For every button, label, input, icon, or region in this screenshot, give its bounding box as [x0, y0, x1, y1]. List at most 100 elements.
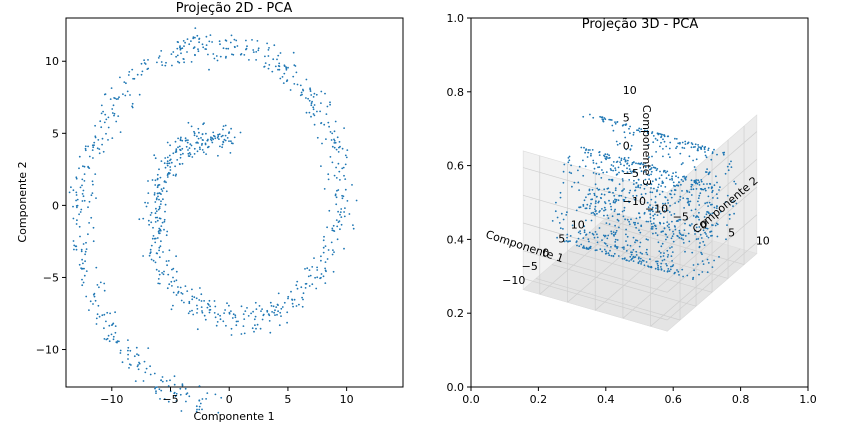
scatter-point-2d — [109, 98, 112, 100]
scatter-point-3d — [646, 248, 648, 251]
scatter-point-3d — [668, 228, 671, 231]
scatter-point-3d — [684, 178, 687, 181]
scatter-point-3d — [694, 169, 697, 171]
scatter-point-2d — [341, 194, 343, 197]
scatter-point-2d — [337, 189, 340, 191]
scatter-point-3d — [713, 206, 716, 209]
scatter-point-3d — [696, 182, 699, 185]
scatter-point-3d — [694, 146, 696, 148]
scatter-point-2d — [267, 67, 270, 70]
scatter-point-3d — [645, 238, 648, 241]
scatter-point-2d — [96, 284, 99, 286]
scatter-point-2d — [255, 51, 258, 53]
scatter-point-3d — [668, 211, 671, 213]
scatter-point-3d — [634, 256, 637, 258]
scatter-point-2d — [222, 320, 225, 323]
scatter-point-2d — [107, 334, 110, 337]
scatter-point-3d — [715, 207, 718, 210]
scatter-point-2d — [234, 314, 237, 317]
scatter-point-3d — [672, 233, 675, 235]
scatter-point-2d — [202, 151, 205, 154]
scatter-point-2d — [153, 192, 156, 194]
scatter-point-2d — [186, 51, 188, 53]
scatter-point-2d — [92, 157, 94, 159]
scatter-point-3d — [579, 230, 581, 233]
scatter-point-3d — [576, 244, 578, 247]
scatter-point-2d — [84, 260, 86, 263]
scatter-point-2d — [273, 44, 276, 47]
scatter-point-3d — [623, 199, 626, 201]
scatter-point-2d — [301, 296, 303, 299]
scatter-point-2d — [100, 126, 103, 129]
scatter-point-2d — [92, 240, 95, 243]
scatter-point-3d — [615, 229, 618, 232]
scatter-point-3d — [595, 200, 597, 203]
scatter-point-3d — [664, 196, 666, 198]
scatter-point-3d — [648, 178, 650, 181]
scatter-point-2d — [322, 275, 325, 278]
scatter-point-2d — [323, 188, 326, 190]
scatter-point-2d — [279, 52, 282, 54]
scatter-point-3d — [698, 226, 701, 228]
scatter-point-3d — [614, 189, 617, 192]
scatter-point-2d — [175, 270, 178, 273]
scatter-point-3d — [679, 199, 681, 201]
scatter-point-2d — [179, 45, 181, 48]
scatter-point-3d — [715, 175, 717, 178]
scatter-point-2d — [334, 141, 337, 144]
scatter-point-2d — [96, 313, 99, 316]
scatter-point-3d — [682, 238, 685, 241]
scatter-point-3d — [584, 151, 586, 154]
scatter-point-2d — [156, 61, 158, 64]
scatter-point-2d — [292, 75, 295, 78]
scatter-point-3d — [562, 228, 564, 230]
scatter-point-3d — [697, 148, 699, 150]
scatter-point-2d — [161, 272, 164, 274]
scatter-point-2d — [190, 125, 193, 128]
scatter-point-2d — [75, 223, 78, 225]
scatter-point-3d — [672, 181, 675, 184]
scatter-point-2d — [148, 254, 151, 257]
scatter-point-2d — [286, 321, 288, 324]
scatter-point-2d — [162, 251, 164, 253]
scatter-point-3d — [661, 230, 663, 233]
scatter-point-3d — [697, 230, 700, 233]
scatter-point-3d — [617, 255, 620, 257]
scatter-point-2d — [159, 245, 162, 248]
scatter-point-2d — [75, 248, 78, 251]
scatter-point-2d — [155, 390, 157, 393]
scatter-point-3d — [672, 240, 675, 243]
scatter-point-3d — [665, 171, 667, 174]
scatter-point-2d — [320, 165, 322, 168]
scatter-point-2d — [266, 42, 268, 45]
scatter-point-2d — [196, 328, 199, 331]
scatter-point-3d — [713, 148, 715, 151]
scatter-point-3d — [655, 169, 658, 172]
scatter-point-2d — [190, 61, 193, 63]
z-tick-label-3d: 5 — [623, 112, 630, 125]
scatter-point-2d — [211, 41, 214, 43]
scatter-point-2d — [152, 259, 155, 262]
scatter-point-2d — [208, 311, 211, 314]
scatter-point-3d — [652, 214, 655, 217]
scatter-point-2d — [169, 166, 172, 168]
scatter-point-3d — [614, 169, 617, 172]
scatter-point-2d — [338, 170, 341, 173]
scatter-point-2d — [272, 58, 275, 61]
scatter-point-3d — [662, 170, 665, 173]
scatter-point-2d — [156, 219, 159, 222]
scatter-point-3d — [698, 273, 700, 276]
scatter-point-3d — [670, 196, 673, 199]
scatter-point-3d — [669, 156, 671, 159]
scatter-point-2d — [80, 250, 83, 253]
scatter-point-2d — [344, 178, 347, 181]
scatter-point-2d — [198, 385, 201, 387]
scatter-point-3d — [582, 245, 585, 248]
scatter-point-2d — [269, 331, 272, 334]
scatter-point-3d — [582, 237, 585, 240]
scatter-point-3d — [690, 146, 693, 149]
scatter-point-2d — [264, 55, 266, 58]
scatter-point-2d — [205, 44, 208, 46]
scatter-point-2d — [80, 208, 83, 211]
